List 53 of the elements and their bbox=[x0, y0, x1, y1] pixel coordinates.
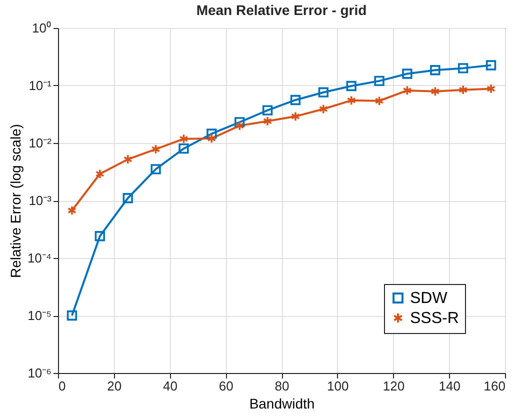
point bbox=[374, 96, 384, 106]
point bbox=[374, 76, 384, 86]
point bbox=[486, 84, 496, 94]
point bbox=[94, 231, 105, 242]
point bbox=[122, 193, 133, 204]
x-tick-label: 40 bbox=[163, 378, 178, 394]
y-tick-label: 10⁻² bbox=[28, 136, 52, 150]
x-axis-title: Bandwidth bbox=[249, 396, 315, 412]
point bbox=[458, 84, 468, 95]
point bbox=[123, 154, 132, 164]
y-axis-title: Relative Error (log scale) bbox=[7, 124, 24, 278]
point bbox=[318, 87, 328, 98]
y-tick-label: 10⁰ bbox=[32, 20, 52, 36]
point bbox=[346, 80, 356, 92]
point bbox=[290, 111, 300, 122]
point bbox=[262, 116, 272, 126]
point bbox=[430, 65, 440, 76]
x-tick-label: 120 bbox=[382, 378, 405, 394]
y-tick-label: 10⁻⁵ bbox=[28, 308, 52, 323]
point bbox=[318, 104, 328, 114]
point bbox=[262, 105, 273, 116]
chart-title: Mean Relative Error - grid bbox=[196, 2, 367, 18]
point bbox=[179, 134, 188, 144]
x-tick-label: 100 bbox=[327, 378, 349, 394]
y-tick-label: 10⁻⁶ bbox=[28, 366, 52, 380]
x-tick-label: 60 bbox=[218, 378, 234, 394]
point bbox=[290, 94, 301, 106]
legend-label: SDW bbox=[410, 290, 448, 307]
point bbox=[346, 95, 356, 106]
point bbox=[486, 60, 496, 70]
point bbox=[402, 68, 412, 79]
y-tick-label: 10⁻⁴ bbox=[27, 250, 52, 266]
legend-label: SSS-R bbox=[410, 310, 459, 327]
point bbox=[430, 86, 440, 96]
x-tick-label: 20 bbox=[107, 378, 122, 394]
point bbox=[235, 120, 244, 131]
point bbox=[95, 168, 104, 179]
y-tick-label: 10⁻³ bbox=[28, 193, 52, 208]
point bbox=[207, 133, 216, 144]
x-tick-label: 0 bbox=[58, 378, 66, 394]
point bbox=[402, 85, 412, 96]
x-tick-label: 160 bbox=[484, 378, 506, 394]
point bbox=[150, 164, 161, 174]
point bbox=[151, 144, 160, 154]
point bbox=[206, 128, 217, 139]
x-tick-label: 140 bbox=[438, 378, 460, 394]
point bbox=[458, 63, 468, 74]
point bbox=[66, 310, 78, 321]
point bbox=[234, 117, 245, 128]
x-tick-label: 80 bbox=[274, 378, 290, 394]
y-tick-label: 10⁻¹ bbox=[28, 78, 52, 93]
point bbox=[67, 205, 77, 216]
point bbox=[178, 143, 189, 154]
